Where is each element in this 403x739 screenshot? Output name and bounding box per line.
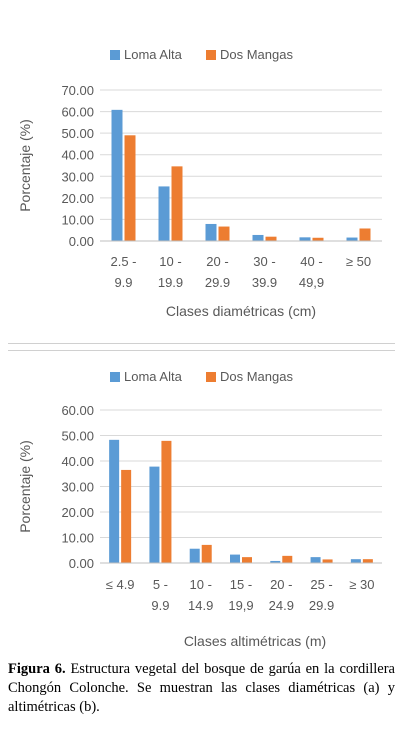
chart-diametric-svg: Loma Alta Dos Mangas 0.00 10.00 20.00 30.00 40… bbox=[17, 47, 382, 319]
y-axis-label: Porcentaje (%) bbox=[17, 440, 33, 533]
legend-swatch bbox=[206, 372, 216, 382]
x-tick-label: ≥ 30 bbox=[349, 577, 374, 592]
x-axis-label: Clases diamétricas (cm) bbox=[166, 303, 316, 319]
legend-label: Dos Mangas bbox=[220, 369, 293, 384]
y-tick-label: 50.00 bbox=[61, 126, 94, 141]
x-tick-label: 10 - bbox=[159, 254, 181, 269]
x-tick-label: 10 - bbox=[190, 577, 212, 592]
x-tick-label: 39.9 bbox=[252, 275, 277, 290]
x-tick-label: 15 - bbox=[230, 577, 252, 592]
x-axis-label: Clases altimétricas (m) bbox=[184, 633, 326, 649]
bar-dos-mangas bbox=[161, 440, 172, 563]
figure-caption: Figura 6. Estructura vegetal del bosque … bbox=[8, 660, 395, 717]
bar-dos-mangas bbox=[121, 469, 132, 563]
y-tick-label: 30.00 bbox=[61, 169, 94, 184]
x-tick-label: 9.9 bbox=[151, 598, 169, 613]
bar-loma-alta bbox=[189, 548, 200, 563]
bar-dos-mangas bbox=[312, 237, 324, 241]
bar-loma-alta bbox=[310, 557, 321, 563]
x-tick-label: 49,9 bbox=[299, 275, 324, 290]
y-axis-label: Porcentaje (%) bbox=[17, 119, 33, 212]
x-tick-label: 19.9 bbox=[158, 275, 183, 290]
x-tick-label: 19,9 bbox=[228, 598, 253, 613]
y-tick-label: 70.00 bbox=[61, 83, 94, 98]
y-tick-label: 60.00 bbox=[61, 403, 94, 418]
x-tick-label: 14.9 bbox=[188, 598, 213, 613]
x-tick-label: 29.9 bbox=[309, 598, 334, 613]
bar-loma-alta bbox=[109, 439, 120, 563]
caption-text: Estructura vegetal del bosque de garúa e… bbox=[8, 661, 395, 715]
legend-label: Loma Alta bbox=[124, 47, 183, 62]
bar-dos-mangas bbox=[242, 557, 252, 563]
y-tick-label: 40.00 bbox=[61, 148, 94, 163]
y-tick-label: 60.00 bbox=[61, 105, 94, 120]
bar-loma-alta bbox=[299, 237, 311, 241]
y-tick-label: 0.00 bbox=[69, 234, 94, 249]
y-tick-label: 0.00 bbox=[69, 556, 94, 571]
x-tick-label: 2.5 - bbox=[110, 254, 136, 269]
bar-loma-alta bbox=[158, 186, 170, 241]
legend-label: Loma Alta bbox=[124, 369, 183, 384]
y-tick-label: 10.00 bbox=[61, 212, 94, 227]
bar-dos-mangas bbox=[322, 559, 333, 563]
bar-loma-alta bbox=[346, 237, 358, 241]
y-tick-label: 10.00 bbox=[61, 531, 94, 546]
chart-altimetric-classes: Loma Alta Dos Mangas 0.00 10.00 20.00 30.00 40… bbox=[0, 354, 403, 654]
chart-diametric-classes: Loma Alta Dos Mangas 0.00 10.00 20.00 30.00 40… bbox=[0, 0, 403, 345]
legend-swatch bbox=[206, 50, 216, 60]
x-tick-label: 29.9 bbox=[205, 275, 230, 290]
bar-dos-mangas bbox=[171, 166, 183, 241]
bar-loma-alta bbox=[252, 234, 264, 241]
x-tick-label: ≥ 50 bbox=[346, 254, 371, 269]
x-tick-label: ≤ 4.9 bbox=[106, 577, 135, 592]
chart-altimetric-svg: Loma Alta Dos Mangas 0.00 10.00 20.00 30.00 40… bbox=[17, 369, 382, 649]
bar-loma-alta bbox=[350, 559, 361, 563]
y-tick-label: 30.00 bbox=[61, 480, 94, 495]
bar-loma-alta bbox=[270, 560, 281, 563]
bar-loma-alta bbox=[205, 223, 217, 241]
bar-dos-mangas bbox=[359, 228, 371, 241]
bar-dos-mangas bbox=[282, 555, 293, 563]
x-tick-label: 9.9 bbox=[114, 275, 132, 290]
bar-loma-alta bbox=[111, 109, 123, 242]
x-tick-label: 25 - bbox=[310, 577, 332, 592]
x-tick-label: 30 - bbox=[253, 254, 275, 269]
bar-dos-mangas bbox=[218, 226, 230, 241]
legend-swatch bbox=[110, 372, 120, 382]
x-tick-label: 20 - bbox=[270, 577, 292, 592]
x-tick-label: 40 - bbox=[300, 254, 322, 269]
bar-dos-mangas bbox=[201, 544, 212, 563]
legend-swatch bbox=[110, 50, 120, 60]
legend-label: Dos Mangas bbox=[220, 47, 293, 62]
bar-loma-alta bbox=[230, 554, 240, 563]
y-tick-label: 40.00 bbox=[61, 454, 94, 469]
x-tick-label: 24.9 bbox=[269, 598, 294, 613]
caption-label: Figura 6. bbox=[8, 661, 66, 677]
y-tick-label: 20.00 bbox=[61, 505, 94, 520]
x-tick-label: 5 - bbox=[153, 577, 168, 592]
bar-dos-mangas bbox=[265, 236, 277, 241]
bar-loma-alta bbox=[149, 466, 160, 563]
bar-dos-mangas bbox=[362, 559, 373, 563]
divider bbox=[8, 350, 395, 351]
divider bbox=[8, 343, 395, 344]
bar-dos-mangas bbox=[124, 135, 136, 241]
y-tick-label: 50.00 bbox=[61, 429, 94, 444]
x-tick-label: 20 - bbox=[206, 254, 228, 269]
y-tick-label: 20.00 bbox=[61, 191, 94, 206]
